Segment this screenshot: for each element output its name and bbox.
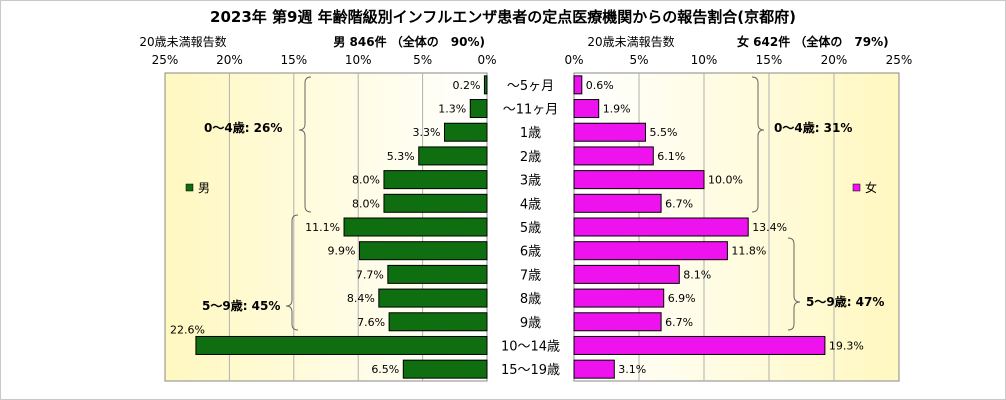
male-value-label: 5.3% — [387, 150, 415, 163]
category-label: 7歳 — [520, 268, 541, 283]
male-value-label: 8.4% — [347, 292, 375, 305]
female-bar — [573, 146, 654, 166]
female-value-label: 6.1% — [657, 150, 685, 163]
male-value-label: 11.1% — [305, 221, 340, 234]
category-label: ～5ヶ月 — [507, 79, 554, 94]
female-bar — [573, 312, 662, 332]
male-bar — [343, 217, 488, 237]
female-group-5-9-label: 5～9歳: 47% — [806, 294, 884, 309]
male-bar — [388, 312, 488, 332]
category-label: 8歳 — [520, 292, 541, 307]
female-legend-label: 女 — [865, 180, 877, 195]
male-header: 男 846件 （全体の 90%) — [333, 34, 485, 49]
male-bar — [358, 241, 488, 261]
female-bar — [573, 241, 728, 261]
right-tick-label: 5% — [629, 53, 648, 67]
male-value-label: 7.6% — [357, 316, 385, 329]
male-group-0-4-label: 0～4歳: 26% — [204, 120, 282, 135]
female-value-label: 6.9% — [668, 292, 696, 305]
right-tick-label: 25% — [886, 53, 913, 67]
male-bar — [383, 193, 488, 213]
category-label: 2歳 — [520, 150, 541, 165]
left-note: 20歳未満報告数 — [139, 34, 226, 49]
male-value-label: 9.9% — [328, 245, 356, 258]
female-group-0-4-label: 0～4歳: 31% — [774, 120, 852, 135]
female-brace-5-9 — [787, 237, 801, 331]
right-tick-label: 15% — [756, 53, 783, 67]
tick-labels: 0% 0% 5% 5% 10% 10% 15% 15% 20% 20% 25% 25% — [152, 53, 913, 67]
male-brace-5-9 — [285, 214, 299, 331]
female-value-label: 6.7% — [665, 316, 693, 329]
female-bar — [573, 264, 680, 284]
female-value-label: 1.9% — [603, 103, 631, 116]
bars — [195, 75, 826, 379]
male-bar — [483, 75, 488, 95]
category-label: 3歳 — [520, 174, 541, 189]
male-bar — [387, 264, 488, 284]
male-bar — [378, 288, 488, 308]
category-label: 10～14歳 — [501, 339, 560, 354]
female-value-label: 19.3% — [829, 339, 864, 352]
male-value-label: 7.7% — [356, 268, 384, 281]
male-legend-swatch — [185, 183, 194, 192]
female-value-label: 6.7% — [665, 197, 693, 210]
left-tick-label: 10% — [345, 53, 372, 67]
female-legend-swatch — [852, 183, 861, 192]
right-tick-label: 10% — [691, 53, 718, 67]
category-label: 9歳 — [520, 316, 541, 331]
category-labels: ～5ヶ月 ～11ヶ月 1歳 2歳 3歳 4歳 5歳 6歳 7歳 8歳 9歳 10～14歳 15～19歳 — [501, 79, 560, 378]
left-tick-label: 5% — [413, 53, 432, 67]
left-tick-label: 25% — [152, 53, 179, 67]
female-brace-0-4 — [751, 76, 765, 213]
left-tick-label: 15% — [280, 53, 307, 67]
female-value-label: 13.4% — [752, 221, 787, 234]
male-value-label: 8.0% — [352, 197, 380, 210]
male-brace-0-4 — [298, 76, 312, 213]
male-value-label: 8.0% — [352, 174, 380, 187]
category-label: 4歳 — [520, 197, 541, 212]
chart-title: 2023年 第9週 年齢階級別インフルエンザ患者の定点医療機関からの報告割合(京… — [210, 8, 796, 26]
category-label: ～11ヶ月 — [503, 103, 559, 118]
female-bar — [573, 99, 600, 119]
category-label: 15～19歳 — [501, 363, 560, 378]
female-bar — [573, 217, 749, 237]
male-bar — [195, 335, 488, 355]
female-value-label: 5.5% — [650, 126, 678, 139]
female-bar — [573, 193, 662, 213]
female-value-label: 3.1% — [618, 363, 646, 376]
right-tick-label: 0% — [564, 53, 583, 67]
value-labels: 0.2% 0.6% 1.3% 1.9% 3.3% 5.5% 5.3% 6.1% 8.0% 10.0… — [170, 79, 864, 376]
left-tick-label: 0% — [477, 53, 496, 67]
female-bar — [573, 335, 826, 355]
male-bar — [402, 359, 488, 379]
female-value-label: 11.8% — [731, 245, 766, 258]
male-value-label: 0.2% — [452, 79, 480, 92]
male-legend-label: 男 — [198, 181, 210, 195]
male-value-label: 22.6% — [170, 323, 205, 336]
female-bar — [573, 359, 615, 379]
male-value-label: 3.3% — [413, 126, 441, 139]
male-value-label: 1.3% — [438, 103, 466, 116]
male-group-5-9-label: 5～9歳: 45% — [202, 298, 280, 313]
right-tick-label: 20% — [821, 53, 848, 67]
female-header: 女 642件 （全体の 79%) — [737, 34, 889, 49]
male-bar — [469, 99, 488, 119]
female-value-label: 0.6% — [586, 79, 614, 92]
category-label: 6歳 — [520, 245, 541, 260]
male-value-label: 6.5% — [371, 363, 399, 376]
female-value-label: 10.0% — [708, 174, 743, 187]
right-note: 20歳未満報告数 — [587, 34, 674, 49]
category-label: 1歳 — [520, 126, 541, 141]
male-bar — [418, 146, 488, 166]
left-tick-label: 20% — [216, 53, 243, 67]
female-bar — [573, 75, 583, 95]
female-bar — [573, 288, 665, 308]
female-bar — [573, 170, 705, 190]
female-bar — [573, 122, 646, 142]
category-label: 5歳 — [520, 221, 541, 236]
male-bar — [443, 122, 488, 142]
male-bar — [383, 170, 488, 190]
female-value-label: 8.1% — [683, 268, 711, 281]
